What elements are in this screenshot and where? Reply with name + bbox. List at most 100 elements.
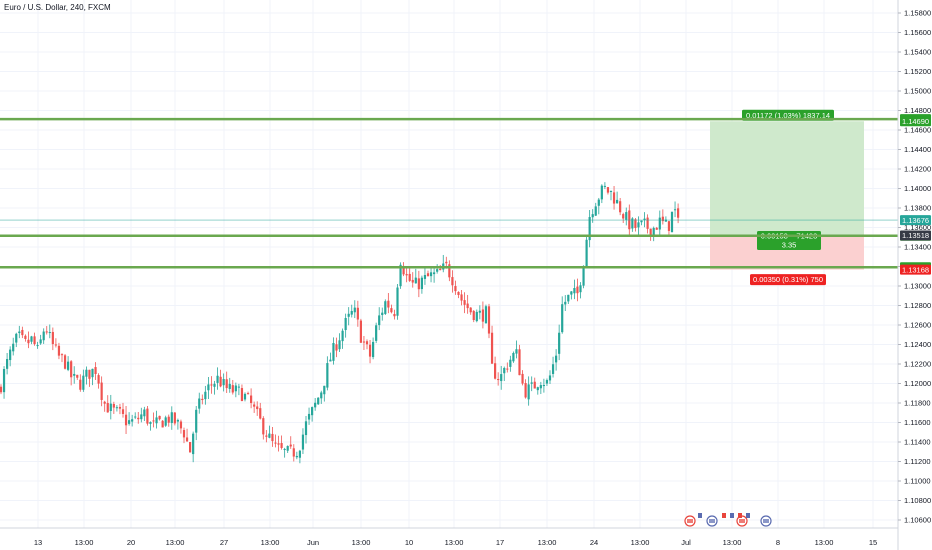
candle-up bbox=[304, 421, 308, 436]
candle-down bbox=[121, 409, 125, 414]
event-marker-icon[interactable] bbox=[722, 513, 726, 518]
loss-label[interactable]: 0.00350 (0.31%) 750 bbox=[750, 274, 826, 286]
candle-down bbox=[259, 408, 262, 419]
profit-zone[interactable] bbox=[710, 121, 864, 236]
candle-up bbox=[500, 374, 503, 382]
flag-event-mark bbox=[687, 519, 693, 523]
candle-down bbox=[173, 412, 176, 424]
candle-down bbox=[518, 349, 521, 376]
candle-up bbox=[372, 341, 375, 358]
candle-up bbox=[637, 222, 640, 228]
candle-down bbox=[60, 354, 64, 356]
economic-events-row[interactable] bbox=[684, 513, 772, 527]
candle-down bbox=[661, 216, 664, 222]
event-marker-icon[interactable] bbox=[738, 513, 742, 518]
price-tick-label: 1.11200 bbox=[904, 457, 931, 466]
candle-up bbox=[545, 380, 549, 384]
candle-up bbox=[286, 446, 289, 451]
candle-up bbox=[301, 434, 305, 450]
candle-up bbox=[326, 363, 329, 388]
candle-up bbox=[140, 414, 143, 420]
loss-label-text: 0.00350 (0.31%) 750 bbox=[753, 275, 823, 284]
candle-down bbox=[167, 416, 170, 423]
event-marker-icon[interactable] bbox=[746, 513, 750, 518]
candle-down bbox=[576, 286, 579, 294]
candle-down bbox=[521, 373, 524, 384]
price-tag: 1.13518 bbox=[900, 230, 931, 241]
candle-down bbox=[152, 420, 155, 422]
candle-up bbox=[673, 209, 677, 211]
candle-down bbox=[112, 403, 115, 408]
candle-up bbox=[320, 392, 323, 399]
candle-down bbox=[45, 331, 48, 333]
price-tick-label: 1.13800 bbox=[904, 204, 931, 213]
time-axis[interactable]: 13 13:00 20 13:00 27 13:00 Jun 13:00 10 13:00 17 13… bbox=[0, 527, 898, 547]
candle-down bbox=[356, 307, 359, 320]
price-tick-label: 1.14800 bbox=[904, 106, 931, 115]
candle-down bbox=[417, 278, 420, 290]
candle-up bbox=[243, 393, 247, 400]
time-tick-label: 10 bbox=[405, 538, 413, 547]
candle-up bbox=[341, 330, 344, 342]
candle-up bbox=[652, 227, 655, 237]
candle-up bbox=[198, 398, 201, 409]
candle-down bbox=[246, 393, 250, 395]
time-tick-label: 13:00 bbox=[261, 538, 280, 547]
candle-down bbox=[365, 341, 369, 345]
candle-down bbox=[448, 264, 451, 278]
candle-down bbox=[21, 329, 24, 336]
candle-up bbox=[414, 277, 417, 284]
candle-up bbox=[317, 397, 320, 405]
candle-up bbox=[423, 275, 427, 279]
candle-up bbox=[332, 343, 335, 361]
candle-down bbox=[240, 388, 244, 402]
candle-down bbox=[262, 418, 265, 435]
time-tick-label: Jun bbox=[307, 538, 319, 547]
time-tick-label: 13:00 bbox=[723, 538, 742, 547]
candle-down bbox=[292, 448, 295, 457]
candle-up bbox=[567, 294, 570, 302]
candle-up bbox=[228, 383, 231, 389]
candle-up bbox=[295, 455, 298, 458]
candle-down bbox=[368, 344, 372, 357]
candle-down bbox=[411, 279, 414, 283]
candle-down bbox=[24, 335, 27, 339]
candle-down bbox=[655, 227, 658, 230]
price-axis[interactable]: 1.15800 1.15600 1.15400 1.15200 1.15000 1.148… bbox=[897, 0, 931, 550]
candle-down bbox=[402, 265, 405, 275]
candle-up bbox=[134, 416, 137, 418]
time-tick-label: Jul bbox=[681, 538, 691, 547]
price-tick-label: 1.13600 bbox=[904, 223, 931, 232]
price-tick-label: 1.14400 bbox=[904, 145, 931, 154]
candle-down bbox=[634, 219, 637, 228]
candle-down bbox=[463, 300, 466, 305]
candle-up bbox=[85, 369, 88, 377]
candle-up bbox=[436, 269, 439, 272]
candle-up bbox=[429, 272, 433, 277]
position-center-label[interactable]: 0.00158 ~ 714283.35 bbox=[757, 230, 821, 250]
candle-down bbox=[362, 341, 366, 343]
long-position-tool[interactable]: 0.01172 (1.03%) 1837.14 0.00158 ~ 714283.… bbox=[710, 109, 864, 286]
candle-up bbox=[344, 318, 347, 331]
candle-up bbox=[222, 379, 225, 386]
price-tag-bg bbox=[900, 116, 931, 127]
candle-down bbox=[189, 442, 192, 453]
time-tick-label: 13:00 bbox=[445, 538, 464, 547]
time-tick-label: 13:00 bbox=[815, 538, 834, 547]
event-marker-icon[interactable] bbox=[730, 513, 734, 518]
price-tick-label: 1.12800 bbox=[904, 301, 931, 310]
candle-down bbox=[387, 300, 390, 308]
candle-up bbox=[579, 285, 582, 293]
event-marker-icon[interactable] bbox=[698, 513, 702, 518]
candle-down bbox=[118, 406, 122, 409]
candle-down bbox=[219, 376, 222, 387]
candle-up bbox=[176, 420, 179, 422]
candle-up bbox=[658, 217, 661, 230]
time-tick-label: 20 bbox=[127, 538, 135, 547]
horizontal-level-lines-top[interactable] bbox=[0, 117, 898, 269]
candle-down bbox=[137, 417, 140, 420]
candle-up bbox=[307, 413, 311, 420]
price-tick-label: 1.11400 bbox=[904, 438, 931, 447]
price-tag-label: 1.13518 bbox=[902, 231, 929, 240]
